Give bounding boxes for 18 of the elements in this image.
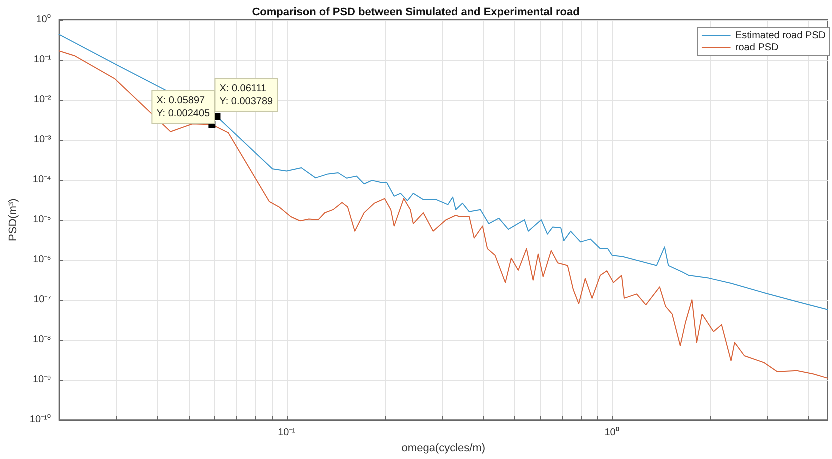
- y-tick-label: 10⁻⁹: [32, 374, 52, 386]
- annotation: X: 0.06111 Y: 0.003789: [220, 83, 274, 108]
- y-tick-label: 10⁻²: [34, 94, 52, 106]
- y-tick-label: 10⁻⁴: [32, 174, 52, 186]
- y-tick-label: 10⁻⁷: [34, 294, 52, 306]
- annotation: X: 0.05897 Y: 0.002405: [156, 95, 211, 120]
- y-tick-label: 10⁻⁸: [33, 334, 52, 346]
- y-tick-label: 10⁻⁵: [33, 214, 52, 226]
- y-tick-label: 10⁻¹⁰: [30, 414, 52, 426]
- y-axis-title: PSD(m³): [8, 198, 20, 242]
- legend-label: road PSD: [735, 42, 779, 54]
- y-tick-label: 10⁰: [36, 14, 52, 26]
- legend-label: Estimated road PSD: [735, 30, 826, 42]
- chart-title: Comparison of PSD between Simulated and Experimental road: [252, 6, 580, 18]
- y-tick-label: 10⁻⁶: [33, 254, 52, 266]
- y-tick-label: 10⁻¹: [34, 54, 52, 66]
- y-tick-label: 10⁻³: [34, 134, 52, 146]
- x-axis-title: omega(cycles/m): [402, 442, 486, 454]
